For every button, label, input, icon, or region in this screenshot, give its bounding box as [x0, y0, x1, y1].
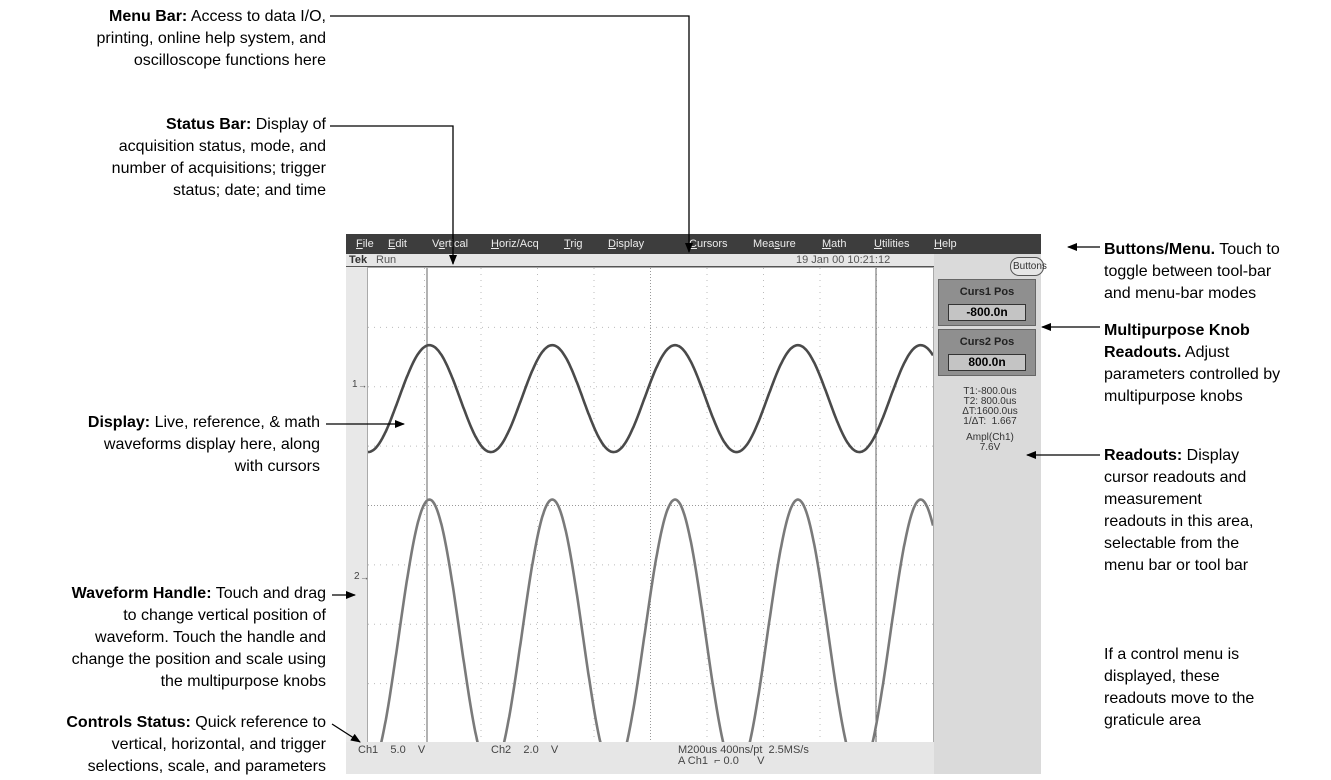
curs2-pos-label: Curs2 Pos — [959, 336, 1015, 348]
menu-edit[interactable]: Edit — [388, 238, 407, 250]
ch2-waveform-handle[interactable]: → — [360, 572, 369, 582]
ch1-waveform-handle[interactable]: → — [358, 380, 367, 390]
callout-waveform-handle: Waveform Handle: Touch and drag to chang… — [71, 585, 326, 690]
menu-cursors[interactable]: Cursors — [689, 238, 728, 250]
menu-utilities[interactable]: Utilities — [874, 238, 910, 250]
ch2-scale: Ch2 2.0 V — [491, 744, 559, 756]
callout-knob-readouts: Multipurpose Knob Readouts. Adjust param… — [1104, 322, 1281, 405]
menu-horiz-acq[interactable]: Horiz/Acq — [491, 238, 539, 250]
trigger-settings: A Ch1 ⌐ 0.0 V — [678, 755, 765, 767]
callout-buttons-menu: Buttons/Menu. Touch to toggle between to… — [1104, 241, 1280, 302]
horizontal-settings: M200us 400ns/pt 2.5MS/s — [678, 744, 809, 756]
menu-trig[interactable]: Trig — [564, 238, 583, 250]
ch2-waveform — [379, 498, 933, 743]
callout-readouts: Readouts: Display cursor readouts and me… — [1104, 447, 1254, 574]
curs1-pos-readout[interactable]: Curs1 Pos -800.0n — [938, 279, 1036, 326]
status-datetime: 19 Jan 00 10:21:12 — [796, 254, 891, 266]
ch1-waveform — [368, 343, 933, 454]
waveform-svg — [368, 268, 933, 743]
menu-vertical[interactable]: Vertical — [432, 238, 469, 250]
side-panel: Buttons Curs1 Pos -800.0n Curs2 Pos 800.… — [934, 254, 1047, 774]
oscilloscope-screen: File Edit Vertical Horiz/Acq Trig Displa… — [346, 234, 1047, 774]
measurement-label: Ampl(Ch1) — [966, 432, 1014, 443]
ch1-scale: Ch1 5.0 V — [358, 744, 426, 756]
ch2-marker-label: 2 — [354, 571, 360, 582]
menu-file[interactable]: File — [356, 238, 374, 250]
callout-display: Display: Live, reference, & math wavefor… — [87, 414, 320, 475]
cursor-t1: T1:-800.0us — [963, 386, 1017, 397]
controls-status: Ch1 5.0 V Ch2 2.0 V M200us 400ns/pt 2.5M… — [346, 742, 934, 774]
menu-measure[interactable]: Measure — [753, 238, 796, 250]
callout-menu-bar: Menu Bar: Access to data I/O, printing, … — [96, 8, 326, 69]
measurement-value: 7.6V — [979, 442, 1001, 453]
cursor-delta-t: ΔT:1600.0us — [962, 406, 1018, 417]
menu-math[interactable]: Math — [822, 238, 847, 250]
menu-display[interactable]: Display — [608, 238, 645, 250]
callout-controls-status: Controls Status: Quick reference to vert… — [66, 714, 326, 775]
status-separator — [346, 266, 934, 267]
cursor-t2: T2: 800.0us — [963, 396, 1017, 407]
buttons-toggle-button[interactable]: Buttons — [1010, 257, 1047, 276]
leader-menu-bar — [330, 15, 693, 253]
curs1-pos-value[interactable]: -800.0n — [948, 304, 1026, 321]
graticule-display — [367, 267, 934, 744]
cursor-inverse-delta-t: 1/ΔT: 1.667 — [963, 416, 1017, 427]
curs2-pos-readout[interactable]: Curs2 Pos 800.0n — [938, 329, 1036, 376]
callout-status-bar: Status Bar: Display of acquisition statu… — [111, 116, 326, 199]
menu-bar: File Edit Vertical Horiz/Acq Trig Displa… — [346, 234, 1041, 254]
menu-help[interactable]: Help — [934, 238, 957, 250]
ch1-marker-label: 1 — [352, 379, 358, 390]
callout-note: If a control menu is displayed, these re… — [1104, 646, 1255, 729]
status-bar: Tek Run 19 Jan 00 10:21:12 — [346, 254, 934, 267]
tek-logo: Tek — [349, 254, 368, 266]
curs1-pos-label: Curs1 Pos — [959, 286, 1015, 298]
acquisition-status: Run — [376, 254, 397, 266]
curs2-pos-value[interactable]: 800.0n — [948, 354, 1026, 371]
